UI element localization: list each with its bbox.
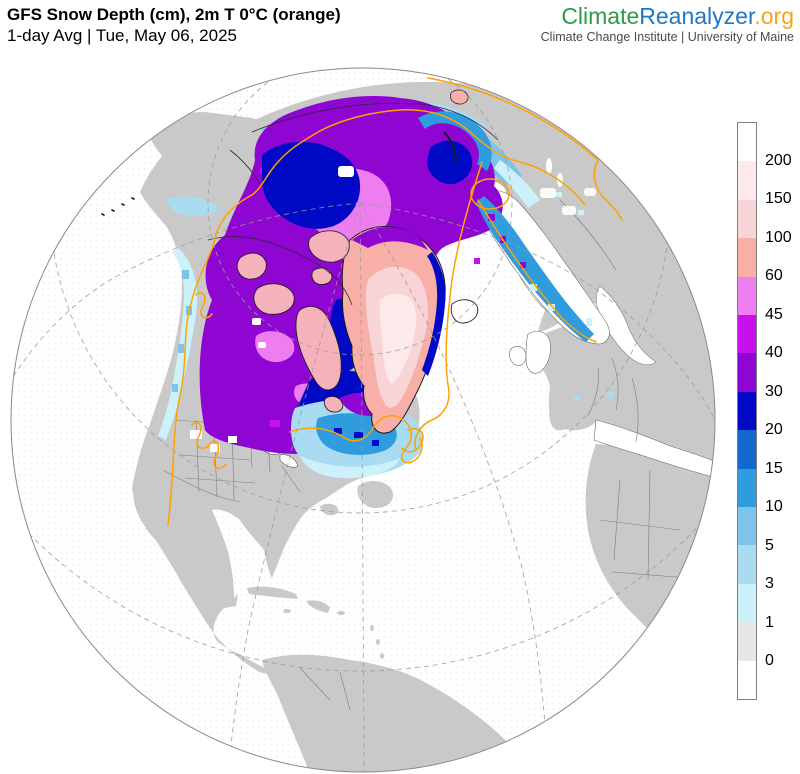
colorbar-tick-label: 20	[765, 421, 783, 439]
colorbar-tick-label: 5	[765, 537, 774, 555]
climate-reanalyzer-page: GFS Snow Depth (cm), 2m T 0°C (orange) 1…	[0, 0, 800, 774]
colorbar-tick-label: 1	[765, 614, 774, 632]
colorbar-segment-10-15	[738, 469, 756, 507]
colorbar-segment->200	[738, 123, 756, 161]
colorbar-segment-45-60	[738, 277, 756, 315]
colorbar-segment-20-30	[738, 392, 756, 430]
colorbar-tick-label: 10	[765, 498, 783, 516]
colorbar-tick-label: 100	[765, 229, 792, 247]
colorbar-tick-label: 15	[765, 460, 783, 478]
colorbar-tick-label: 30	[765, 383, 783, 401]
colorbar-segment-15-20	[738, 430, 756, 468]
colorbar-segment-0-1	[738, 622, 756, 660]
colorbar-segment-<0	[738, 661, 756, 699]
colorbar-tick-label: 0	[765, 652, 774, 670]
colorbar-tick-label: 150	[765, 190, 792, 208]
colorbar-segment-5-10	[738, 507, 756, 545]
colorbar-tick-label: 200	[765, 152, 792, 170]
colorbar-segment-3-5	[738, 545, 756, 583]
globe-map	[0, 0, 800, 774]
colorbar-tick-label: 60	[765, 267, 783, 285]
colorbar	[737, 122, 757, 700]
colorbar-segment-40-45	[738, 315, 756, 353]
colorbar-tick-label: 45	[765, 306, 783, 324]
colorbar-segment-60-100	[738, 238, 756, 276]
colorbar-segment-1-3	[738, 584, 756, 622]
colorbar-tick-label: 3	[765, 575, 774, 593]
colorbar-segment-150-200	[738, 161, 756, 199]
colorbar-segment-100-150	[738, 200, 756, 238]
colorbar-segment-30-40	[738, 353, 756, 391]
colorbar-tick-label: 40	[765, 344, 783, 362]
